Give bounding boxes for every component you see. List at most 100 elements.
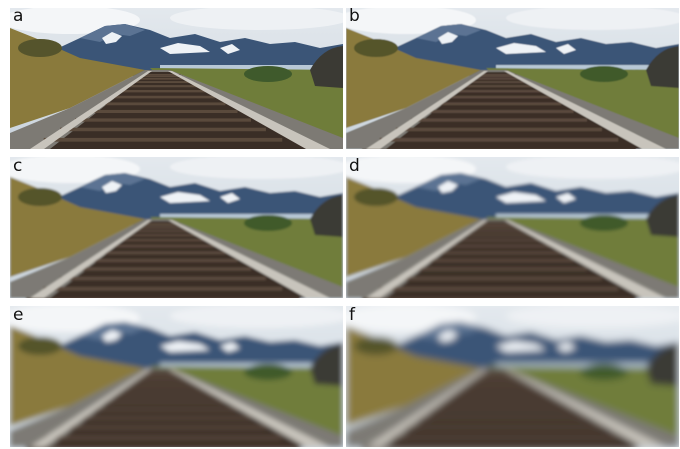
- water: [160, 363, 343, 369]
- railway-tie: [128, 85, 198, 88]
- water: [160, 65, 343, 71]
- cloud: [506, 8, 679, 30]
- railway-tie: [139, 375, 187, 378]
- railway-tie: [139, 226, 187, 229]
- railway-photo-f: [346, 306, 679, 447]
- bush: [244, 66, 292, 82]
- railway-tie: [134, 379, 192, 382]
- railway-tie: [43, 286, 283, 291]
- bush: [354, 337, 398, 355]
- rail-left: [366, 369, 488, 447]
- rail-right: [168, 220, 330, 298]
- railway-tie: [424, 109, 574, 114]
- bush: [354, 39, 398, 57]
- railway-tie: [111, 393, 215, 397]
- railway-tie: [60, 127, 266, 132]
- railway-tie: [143, 224, 183, 227]
- bush: [244, 215, 292, 231]
- bush: [580, 215, 628, 231]
- railway-tie: [111, 244, 215, 248]
- railway-tie: [88, 258, 238, 263]
- railway-tie: [60, 425, 266, 430]
- railway-tie: [43, 435, 283, 440]
- rock-outcrop: [310, 195, 343, 237]
- railway-tie: [43, 137, 283, 142]
- bush: [18, 188, 62, 206]
- bush: [18, 39, 62, 57]
- snow-patch: [496, 341, 546, 352]
- railway-tie: [396, 425, 602, 430]
- bush: [354, 188, 398, 206]
- rail-left: [366, 220, 488, 298]
- railway-tie: [456, 238, 542, 242]
- railway-tie: [475, 375, 523, 378]
- railway-tie: [128, 383, 198, 386]
- railway-tie: [60, 276, 266, 281]
- railway-tie: [475, 226, 523, 229]
- railway-tie: [111, 95, 215, 99]
- railway-tie: [436, 102, 562, 106]
- bush: [18, 337, 62, 355]
- railway-tie: [100, 251, 226, 255]
- snow-patch: [438, 181, 458, 193]
- snow-patch: [102, 181, 122, 193]
- panel-d: [346, 157, 679, 298]
- railway-tie: [481, 74, 517, 76]
- cloud: [170, 306, 343, 328]
- snow-patch: [220, 193, 240, 203]
- railway-photo-b: [346, 8, 679, 149]
- railway-tie: [410, 118, 588, 122]
- panel-label-a: a: [13, 6, 24, 26]
- railway-photo-a: [10, 8, 343, 149]
- railway-tie: [470, 379, 528, 382]
- rail-right: [168, 71, 330, 149]
- railway-tie: [470, 230, 528, 233]
- panel-b: [346, 8, 679, 149]
- snow-patch: [160, 192, 210, 203]
- railway-tie: [379, 137, 619, 142]
- snow-patch: [102, 330, 122, 342]
- water: [160, 214, 343, 220]
- railway-tie: [100, 400, 226, 404]
- snow-patch: [160, 43, 210, 54]
- railway-tie: [120, 387, 206, 391]
- panel-label-c: c: [13, 156, 23, 176]
- panel-c: [10, 157, 343, 298]
- cloud: [506, 306, 679, 328]
- railway-tie: [396, 127, 602, 132]
- snow-patch: [556, 342, 576, 352]
- snow-patch: [102, 32, 122, 44]
- railway-tie: [145, 372, 181, 374]
- railway-tie: [436, 400, 562, 404]
- rail-right: [168, 369, 330, 447]
- railway-tie: [424, 258, 574, 263]
- rock-outcrop: [646, 195, 679, 237]
- railway-photo-e: [10, 306, 343, 447]
- railway-tie: [134, 81, 192, 84]
- cloud: [170, 157, 343, 179]
- railway-tie: [456, 89, 542, 93]
- railway-tie: [74, 416, 252, 420]
- bush: [244, 364, 292, 380]
- railway-tie: [100, 102, 226, 106]
- railway-tie: [396, 276, 602, 281]
- railway-tie: [145, 223, 181, 225]
- railway-tie: [464, 85, 534, 88]
- railway-tie: [120, 238, 206, 242]
- panel-a: [10, 8, 343, 149]
- railway-tie: [134, 230, 192, 233]
- rail-right: [504, 220, 666, 298]
- rail-left: [30, 220, 152, 298]
- railway-tie: [464, 383, 534, 386]
- railway-tie: [479, 373, 519, 376]
- railway-tie: [379, 435, 619, 440]
- railway-tie: [143, 373, 183, 376]
- rail-right: [504, 71, 666, 149]
- railway-tie: [410, 416, 588, 420]
- bush: [580, 66, 628, 82]
- railway-tie: [88, 109, 238, 114]
- railway-tie: [436, 251, 562, 255]
- railway-tie: [143, 75, 183, 78]
- railway-tie: [479, 224, 519, 227]
- rail-right: [504, 369, 666, 447]
